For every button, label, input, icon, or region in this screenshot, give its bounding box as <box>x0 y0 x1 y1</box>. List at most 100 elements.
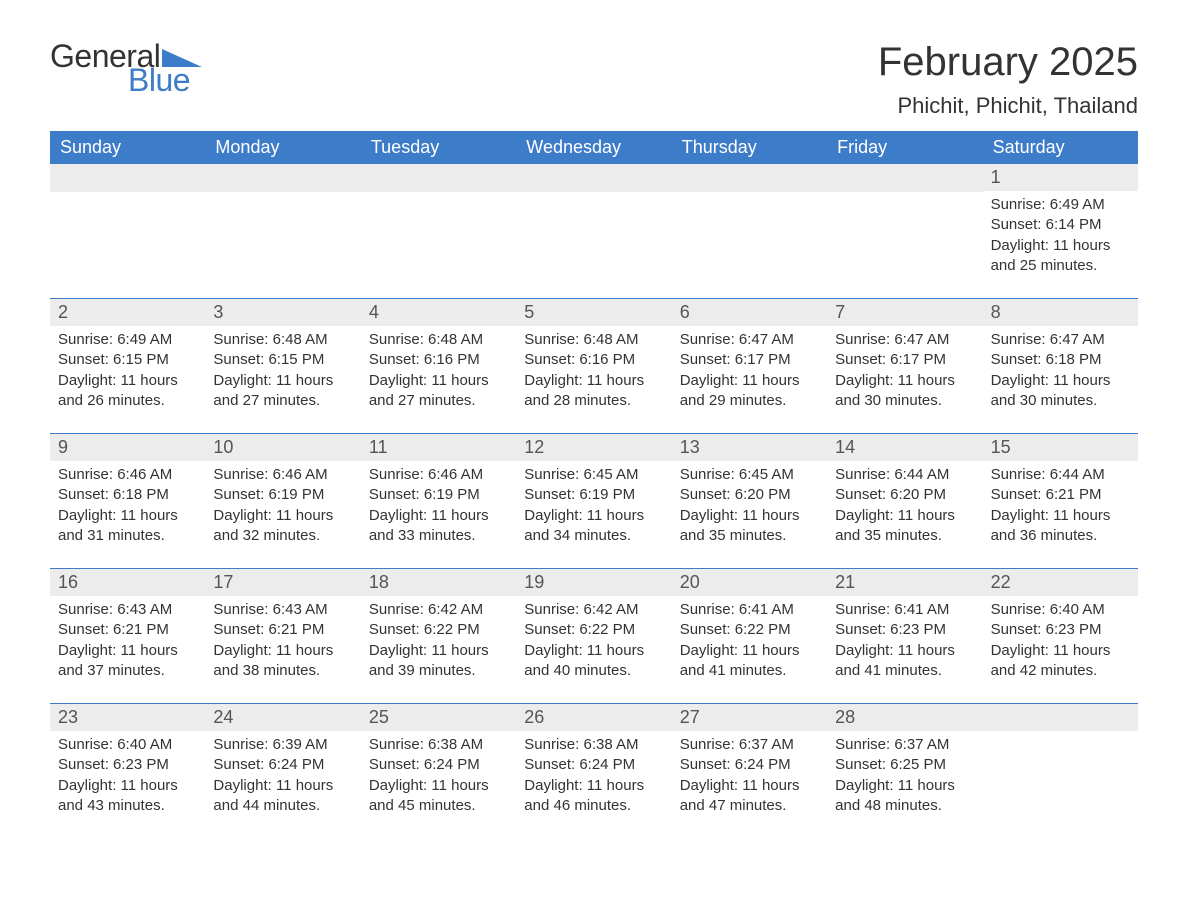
day-sunrise: Sunrise: 6:37 AM <box>680 735 819 755</box>
calendar-day: 27Sunrise: 6:37 AMSunset: 6:24 PMDayligh… <box>672 703 827 838</box>
calendar-day: 1Sunrise: 6:49 AMSunset: 6:14 PMDaylight… <box>983 164 1138 298</box>
day-day1: Daylight: 11 hours <box>680 371 819 391</box>
day-number: 23 <box>50 703 205 731</box>
calendar-day: 12Sunrise: 6:45 AMSunset: 6:19 PMDayligh… <box>516 433 671 568</box>
calendar-day: 16Sunrise: 6:43 AMSunset: 6:21 PMDayligh… <box>50 568 205 703</box>
day-day2: and 35 minutes. <box>680 526 819 546</box>
day-day1: Daylight: 11 hours <box>213 506 352 526</box>
day-sunrise: Sunrise: 6:44 AM <box>835 465 974 485</box>
day-day2: and 46 minutes. <box>524 796 663 816</box>
day-sunrise: Sunrise: 6:40 AM <box>58 735 197 755</box>
day-sunrise: Sunrise: 6:47 AM <box>991 330 1130 350</box>
day-sunrise: Sunrise: 6:46 AM <box>213 465 352 485</box>
day-number <box>983 703 1138 731</box>
day-day2: and 30 minutes. <box>835 391 974 411</box>
day-sunrise: Sunrise: 6:45 AM <box>524 465 663 485</box>
day-day2: and 48 minutes. <box>835 796 974 816</box>
day-details: Sunrise: 6:44 AMSunset: 6:20 PMDaylight:… <box>827 461 982 546</box>
day-sunrise: Sunrise: 6:37 AM <box>835 735 974 755</box>
calendar-day: 15Sunrise: 6:44 AMSunset: 6:21 PMDayligh… <box>983 433 1138 568</box>
day-day2: and 44 minutes. <box>213 796 352 816</box>
calendar-day: 24Sunrise: 6:39 AMSunset: 6:24 PMDayligh… <box>205 703 360 838</box>
day-day2: and 47 minutes. <box>680 796 819 816</box>
day-sunrise: Sunrise: 6:43 AM <box>213 600 352 620</box>
day-day1: Daylight: 11 hours <box>213 371 352 391</box>
day-sunrise: Sunrise: 6:48 AM <box>213 330 352 350</box>
day-details: Sunrise: 6:47 AMSunset: 6:17 PMDaylight:… <box>672 326 827 411</box>
day-number: 28 <box>827 703 982 731</box>
calendar-day: 17Sunrise: 6:43 AMSunset: 6:21 PMDayligh… <box>205 568 360 703</box>
day-day1: Daylight: 11 hours <box>835 506 974 526</box>
day-details: Sunrise: 6:37 AMSunset: 6:25 PMDaylight:… <box>827 731 982 816</box>
calendar-day: 28Sunrise: 6:37 AMSunset: 6:25 PMDayligh… <box>827 703 982 838</box>
day-sunset: Sunset: 6:17 PM <box>680 350 819 370</box>
day-number: 27 <box>672 703 827 731</box>
day-day1: Daylight: 11 hours <box>58 506 197 526</box>
calendar-week: 9Sunrise: 6:46 AMSunset: 6:18 PMDaylight… <box>50 433 1138 568</box>
weekday-header: Thursday <box>672 131 827 164</box>
day-number <box>205 164 360 192</box>
day-number: 19 <box>516 568 671 596</box>
day-sunset: Sunset: 6:15 PM <box>58 350 197 370</box>
calendar-day: 3Sunrise: 6:48 AMSunset: 6:15 PMDaylight… <box>205 298 360 433</box>
calendar: Sunday Monday Tuesday Wednesday Thursday… <box>50 131 1138 838</box>
day-day2: and 26 minutes. <box>58 391 197 411</box>
day-details: Sunrise: 6:46 AMSunset: 6:19 PMDaylight:… <box>205 461 360 546</box>
day-number: 15 <box>983 433 1138 461</box>
day-sunset: Sunset: 6:21 PM <box>991 485 1130 505</box>
day-day1: Daylight: 11 hours <box>369 371 508 391</box>
weekday-header: Tuesday <box>361 131 516 164</box>
day-sunset: Sunset: 6:23 PM <box>991 620 1130 640</box>
day-day1: Daylight: 11 hours <box>524 371 663 391</box>
calendar-day: 9Sunrise: 6:46 AMSunset: 6:18 PMDaylight… <box>50 433 205 568</box>
weekday-header: Sunday <box>50 131 205 164</box>
day-sunset: Sunset: 6:24 PM <box>369 755 508 775</box>
day-details: Sunrise: 6:45 AMSunset: 6:19 PMDaylight:… <box>516 461 671 546</box>
page-title: February 2025 <box>878 40 1138 85</box>
day-number: 4 <box>361 298 516 326</box>
day-day2: and 37 minutes. <box>58 661 197 681</box>
calendar-day: 13Sunrise: 6:45 AMSunset: 6:20 PMDayligh… <box>672 433 827 568</box>
calendar-day-empty <box>983 703 1138 838</box>
day-details: Sunrise: 6:49 AMSunset: 6:15 PMDaylight:… <box>50 326 205 411</box>
day-sunrise: Sunrise: 6:49 AM <box>58 330 197 350</box>
weekday-header: Saturday <box>983 131 1138 164</box>
day-sunset: Sunset: 6:22 PM <box>524 620 663 640</box>
day-day2: and 35 minutes. <box>835 526 974 546</box>
day-details: Sunrise: 6:41 AMSunset: 6:23 PMDaylight:… <box>827 596 982 681</box>
day-sunset: Sunset: 6:16 PM <box>524 350 663 370</box>
day-number: 16 <box>50 568 205 596</box>
calendar-day-empty <box>516 164 671 298</box>
day-day1: Daylight: 11 hours <box>835 776 974 796</box>
calendar-day: 20Sunrise: 6:41 AMSunset: 6:22 PMDayligh… <box>672 568 827 703</box>
day-sunset: Sunset: 6:22 PM <box>369 620 508 640</box>
calendar-day: 10Sunrise: 6:46 AMSunset: 6:19 PMDayligh… <box>205 433 360 568</box>
day-day2: and 33 minutes. <box>369 526 508 546</box>
calendar-day-empty <box>50 164 205 298</box>
day-day1: Daylight: 11 hours <box>680 641 819 661</box>
day-sunrise: Sunrise: 6:49 AM <box>991 195 1130 215</box>
day-details: Sunrise: 6:40 AMSunset: 6:23 PMDaylight:… <box>50 731 205 816</box>
calendar-day-empty <box>672 164 827 298</box>
weeks-container: 1Sunrise: 6:49 AMSunset: 6:14 PMDaylight… <box>50 164 1138 838</box>
day-sunset: Sunset: 6:24 PM <box>680 755 819 775</box>
day-day1: Daylight: 11 hours <box>58 776 197 796</box>
day-sunset: Sunset: 6:19 PM <box>213 485 352 505</box>
day-number: 14 <box>827 433 982 461</box>
calendar-week: 16Sunrise: 6:43 AMSunset: 6:21 PMDayligh… <box>50 568 1138 703</box>
day-sunset: Sunset: 6:20 PM <box>680 485 819 505</box>
day-sunrise: Sunrise: 6:43 AM <box>58 600 197 620</box>
day-sunrise: Sunrise: 6:38 AM <box>524 735 663 755</box>
day-number: 10 <box>205 433 360 461</box>
day-details: Sunrise: 6:46 AMSunset: 6:19 PMDaylight:… <box>361 461 516 546</box>
day-day1: Daylight: 11 hours <box>213 641 352 661</box>
day-sunset: Sunset: 6:18 PM <box>991 350 1130 370</box>
day-day2: and 45 minutes. <box>369 796 508 816</box>
day-day1: Daylight: 11 hours <box>680 506 819 526</box>
day-sunset: Sunset: 6:17 PM <box>835 350 974 370</box>
day-sunrise: Sunrise: 6:44 AM <box>991 465 1130 485</box>
day-day1: Daylight: 11 hours <box>835 641 974 661</box>
day-day1: Daylight: 11 hours <box>213 776 352 796</box>
day-day2: and 41 minutes. <box>835 661 974 681</box>
day-day1: Daylight: 11 hours <box>524 641 663 661</box>
